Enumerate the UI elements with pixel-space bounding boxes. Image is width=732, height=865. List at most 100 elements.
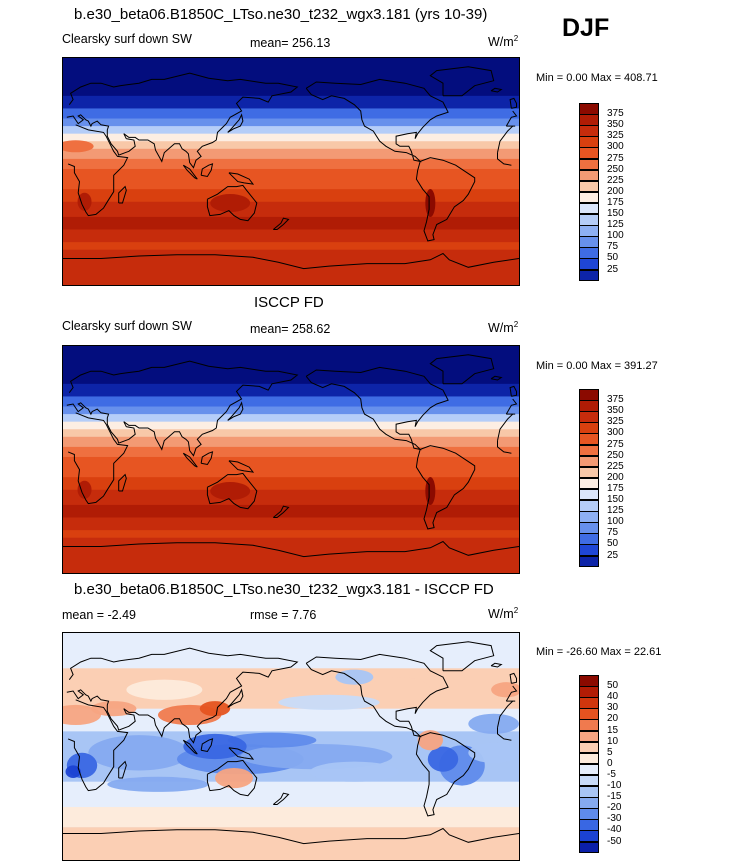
colorbar-cell <box>579 466 599 479</box>
lat-band <box>63 133 519 142</box>
colorbar-cell <box>579 841 599 854</box>
diff-blob <box>215 767 253 789</box>
colorbar-cell <box>579 763 599 776</box>
lat-band <box>63 517 519 531</box>
diff-blob <box>310 761 399 782</box>
colorbar-cell <box>579 202 599 215</box>
season-label: DJF <box>562 14 610 42</box>
colorbar-cell <box>579 433 599 445</box>
panel-2-mean-label: mean= 258.62 <box>250 322 331 336</box>
colorbar-cell <box>579 103 599 115</box>
colorbar-cell <box>579 708 599 720</box>
panel-2-map <box>62 345 520 574</box>
colorbar-label: 30 <box>607 702 619 714</box>
lat-band <box>63 168 519 190</box>
panel-3-rmse-label: rmse = 7.76 <box>250 608 317 622</box>
lat-band <box>63 249 519 285</box>
colorbar-cell <box>579 147 599 159</box>
colorbar-label: 75 <box>607 241 619 253</box>
colorbar-cell <box>579 730 599 743</box>
diff-blob <box>227 732 317 748</box>
colorbar-cell <box>579 444 599 457</box>
lat-band <box>63 126 519 135</box>
colorbar-cell <box>579 191 599 204</box>
lat-band <box>63 118 519 127</box>
colorbar-cell <box>579 697 599 709</box>
colorbar-cell <box>579 477 599 490</box>
namib-patch <box>77 192 92 211</box>
colorbar-label: -50 <box>607 835 622 847</box>
colorbar-cell <box>579 752 599 765</box>
panel-3-units: W/m2 <box>488 606 519 622</box>
field-bands <box>63 58 519 285</box>
colorbar-label: 125 <box>607 219 624 231</box>
colorbar-cell <box>579 808 599 820</box>
colorbar-label: -10 <box>607 780 622 791</box>
colorbar-cell <box>579 422 599 434</box>
colorbar-label: 275 <box>607 152 624 164</box>
lat-band <box>63 58 519 97</box>
colorbar-cell <box>579 136 599 148</box>
diff-blob <box>88 735 190 771</box>
colorbar-cell <box>579 114 599 126</box>
coastlines <box>63 66 519 270</box>
diff-blob <box>278 694 380 710</box>
diff-blob <box>427 746 459 772</box>
colorbar-label: 200 <box>607 471 624 483</box>
colorbar-cell <box>579 522 599 534</box>
lat-band <box>63 189 519 203</box>
colorbar-label: 100 <box>607 230 624 242</box>
lat-band <box>63 346 519 385</box>
colorbar-cell <box>579 169 599 182</box>
colorbar-label: -40 <box>607 824 622 836</box>
lat-band <box>63 158 519 170</box>
panel-2-units: W/m2 <box>488 320 519 336</box>
diff-blob <box>65 765 81 779</box>
colorbar-cell <box>579 258 599 270</box>
lat-band <box>63 396 519 408</box>
panel-2-title: ISCCP FD <box>254 294 324 311</box>
colorbar-label: 40 <box>607 691 619 703</box>
panel-2-map-svg <box>63 346 519 573</box>
colorbar-cell <box>579 797 599 809</box>
diff-band-austral <box>63 807 519 828</box>
diff-blob <box>199 701 231 717</box>
colorbar-cell <box>579 555 599 568</box>
colorbar-cell <box>579 400 599 412</box>
lat-band <box>63 477 519 491</box>
colorbar-label: 10 <box>607 735 619 747</box>
panel-1-map <box>62 57 520 286</box>
colorbar-label: 350 <box>607 119 624 131</box>
panel-1-units: W/m2 <box>488 34 519 50</box>
lat-band <box>63 530 519 539</box>
sahara-patch <box>63 140 94 153</box>
diff-blob <box>417 730 444 751</box>
lat-band <box>63 216 519 231</box>
lat-band <box>63 436 519 448</box>
colorbar-label: 175 <box>607 482 624 494</box>
colorbar-label: 25 <box>607 263 619 275</box>
colorbar-cell <box>579 411 599 423</box>
colorbar-label: 20 <box>607 713 619 725</box>
namib-patch <box>77 480 92 499</box>
lat-band <box>63 383 519 397</box>
diff-band-polar <box>63 827 519 860</box>
colorbar-label: 350 <box>607 405 624 417</box>
colorbar-cell <box>579 675 599 687</box>
diff-blob <box>468 713 519 734</box>
panel-3-mean-label: mean = -2.49 <box>62 608 137 622</box>
colorbar-label: 325 <box>607 416 624 428</box>
lat-band <box>63 429 519 438</box>
colorbar-label: 150 <box>607 208 624 219</box>
colorbar-cell <box>579 158 599 171</box>
andes-patch <box>425 189 436 218</box>
colorbar-label: 200 <box>607 185 624 197</box>
lat-band <box>63 148 519 160</box>
coastlines <box>63 354 519 558</box>
panel-3-title: b.e30_beta06.B1850C_LTso.ne30_t232_wgx3.… <box>74 581 494 598</box>
diff-blob <box>126 679 203 700</box>
colorbar-cell <box>579 511 599 523</box>
colorbar-label: 5 <box>607 746 613 758</box>
andes-patch <box>425 477 436 506</box>
colorbar-label: 225 <box>607 174 624 186</box>
